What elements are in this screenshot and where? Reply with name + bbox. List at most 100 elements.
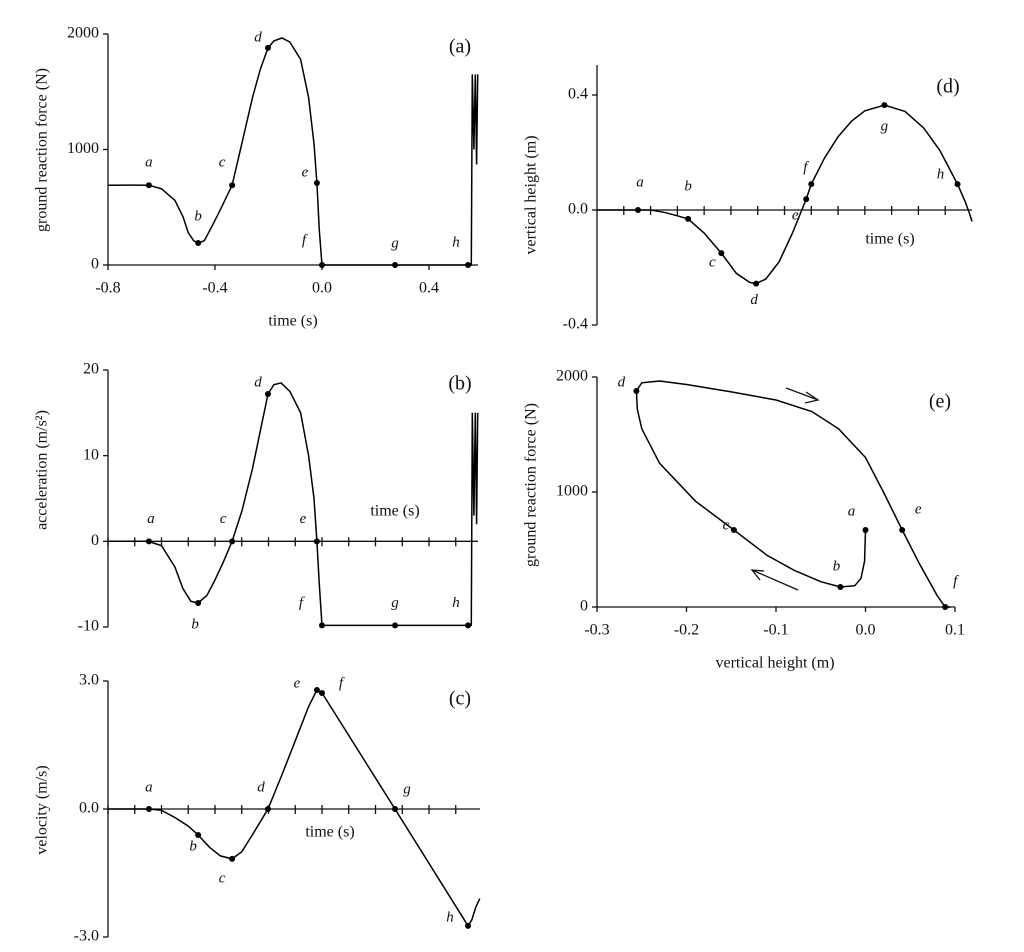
data-line bbox=[108, 382, 479, 627]
key-point bbox=[145, 182, 152, 189]
key-point bbox=[195, 240, 202, 247]
point-label: b bbox=[684, 178, 692, 194]
point-label: c bbox=[219, 155, 226, 171]
panel-label: (b) bbox=[448, 373, 471, 395]
key-point bbox=[264, 390, 271, 397]
x-axis-label: vertical height (m) bbox=[715, 655, 834, 672]
point-label: c bbox=[723, 517, 730, 533]
point-label: g bbox=[881, 119, 889, 135]
y-axis-label: velocity (m/s) bbox=[34, 765, 51, 854]
point-label: c bbox=[220, 511, 227, 527]
x-tick-label: 0.0 bbox=[312, 280, 332, 297]
panel-label: (a) bbox=[449, 36, 471, 58]
key-point bbox=[264, 806, 271, 812]
point-label: f bbox=[953, 573, 959, 589]
y-tick-label: 3.0 bbox=[79, 672, 99, 689]
y-tick-label: -10 bbox=[78, 618, 99, 635]
point-label: b bbox=[833, 558, 841, 574]
key-point bbox=[319, 262, 325, 268]
point-label: g bbox=[391, 595, 399, 611]
arrow bbox=[785, 387, 820, 404]
point-label: a bbox=[147, 511, 155, 527]
key-point bbox=[465, 922, 472, 929]
y-tick-label: 20 bbox=[83, 361, 99, 378]
point-label: e bbox=[302, 164, 309, 180]
key-point bbox=[685, 215, 692, 222]
key-point bbox=[634, 207, 641, 213]
point-label: d bbox=[254, 374, 262, 390]
key-point bbox=[942, 604, 949, 610]
key-point bbox=[145, 538, 152, 545]
x-tick-label: -0.2 bbox=[674, 622, 699, 639]
y-tick-label: -0.4 bbox=[563, 316, 588, 333]
data-line bbox=[108, 688, 481, 928]
point-label: b bbox=[191, 616, 199, 632]
key-point bbox=[195, 600, 202, 607]
key-point bbox=[229, 182, 236, 189]
key-point bbox=[465, 262, 472, 268]
y-tick-label: -3.0 bbox=[74, 928, 99, 945]
y-tick-label: 0.0 bbox=[568, 201, 588, 218]
key-point bbox=[229, 538, 236, 545]
y-tick-label: 1000 bbox=[67, 140, 99, 157]
key-point bbox=[753, 280, 760, 287]
y-tick-label: 2000 bbox=[556, 368, 588, 385]
y-tick-label: 0 bbox=[91, 532, 99, 549]
arrow bbox=[750, 569, 799, 591]
key-point bbox=[392, 262, 399, 268]
key-point bbox=[392, 622, 399, 629]
x-tick-label: 0.1 bbox=[945, 622, 965, 639]
point-label: d bbox=[257, 779, 265, 795]
point-label: d bbox=[618, 374, 626, 390]
point-label: e bbox=[915, 501, 922, 517]
point-label: a bbox=[145, 779, 153, 795]
key-point bbox=[195, 832, 202, 839]
key-point bbox=[633, 388, 640, 395]
key-point bbox=[803, 196, 810, 203]
key-point bbox=[899, 526, 906, 533]
point-label: h bbox=[446, 909, 454, 925]
point-label: f bbox=[803, 160, 809, 176]
key-point bbox=[313, 179, 320, 186]
point-label: f bbox=[339, 675, 345, 691]
point-label: g bbox=[391, 235, 399, 251]
key-point bbox=[392, 806, 399, 812]
point-label: h bbox=[452, 595, 460, 611]
point-label: h bbox=[452, 234, 460, 250]
data-line bbox=[635, 380, 951, 608]
point-label: g bbox=[403, 781, 411, 797]
key-point bbox=[145, 806, 152, 812]
key-point bbox=[465, 622, 472, 629]
point-label: d bbox=[254, 29, 262, 45]
panel-label: (d) bbox=[936, 76, 959, 98]
y-tick-label: 2000 bbox=[67, 25, 99, 42]
key-point bbox=[264, 44, 271, 51]
key-point bbox=[837, 583, 844, 590]
point-label: f bbox=[302, 232, 308, 248]
key-point bbox=[718, 250, 725, 257]
x-tick-label: -0.4 bbox=[202, 280, 227, 297]
point-label: e bbox=[294, 675, 301, 691]
key-point bbox=[313, 686, 320, 693]
y-tick-label: 0.0 bbox=[79, 800, 99, 817]
point-label: b bbox=[189, 838, 197, 854]
y-tick-label: 1000 bbox=[556, 483, 588, 500]
key-point bbox=[862, 526, 869, 533]
y-tick-label: 0 bbox=[91, 256, 99, 273]
point-label: c bbox=[709, 255, 716, 271]
key-point bbox=[730, 526, 737, 533]
point-label: a bbox=[636, 174, 644, 190]
point-label: f bbox=[299, 595, 305, 611]
x-tick-label: -0.8 bbox=[95, 280, 120, 297]
panel-label: (e) bbox=[929, 391, 951, 413]
point-label: a bbox=[145, 155, 153, 171]
key-point bbox=[954, 181, 961, 188]
point-label: e bbox=[792, 208, 799, 224]
key-point bbox=[313, 538, 320, 545]
y-tick-label: 0 bbox=[580, 598, 588, 615]
x-axis-label: time (s) bbox=[268, 313, 317, 330]
x-tick-label: 0.4 bbox=[419, 280, 439, 297]
y-axis-label: ground reaction force (N) bbox=[523, 403, 540, 567]
key-point bbox=[808, 181, 815, 188]
